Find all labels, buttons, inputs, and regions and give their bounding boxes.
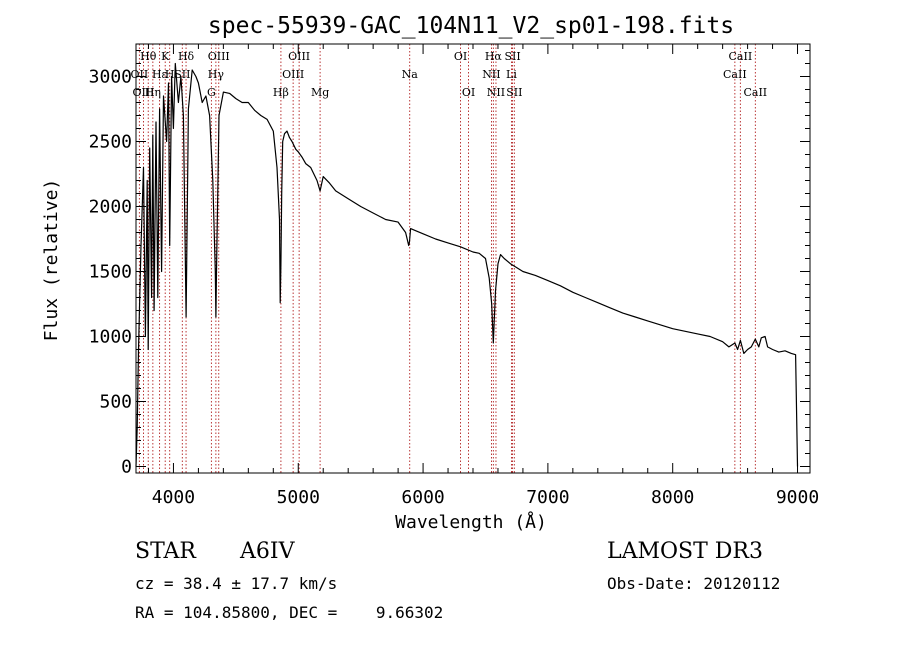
line-marker-label: Hα [485, 50, 503, 63]
line-marker-label: SII [174, 68, 190, 81]
y-tick-label: 1000 [89, 327, 132, 348]
line-marker-label: SII [506, 86, 522, 99]
x-tick-label: 9000 [776, 487, 819, 508]
line-marker-label: Hγ [208, 68, 225, 81]
survey-name: LAMOST DR3 [607, 539, 763, 564]
line-marker-label: CaII [729, 50, 753, 63]
x-tick-label: 6000 [401, 487, 444, 508]
line-marker-label: OI [462, 86, 475, 99]
y-tick-label: 500 [99, 392, 132, 413]
y-axis-label: Flux (relative) [41, 179, 62, 342]
line-marker-label: OI [454, 50, 467, 63]
line-marker-label: Hθ [140, 50, 157, 63]
line-markers [138, 44, 756, 473]
redshift-cz: cz = 38.4 ± 17.7 km/s [135, 574, 338, 593]
line-marker-label: SII [504, 50, 520, 63]
line-marker-label: Hη [145, 86, 161, 99]
line-marker-label: Hε [152, 68, 168, 81]
line-marker-label: Na [402, 68, 419, 81]
object-class: STAR [135, 539, 196, 564]
y-tick-label: 0 [121, 457, 132, 478]
line-marker-label: OIII [288, 50, 310, 63]
line-marker-label: Mg [311, 86, 329, 99]
x-tick-label: 5000 [277, 487, 320, 508]
line-marker-label: NII [487, 86, 505, 99]
chart-title: spec-55939-GAC_104N11_V2_sp01-198.fits [208, 13, 734, 39]
observation-date: Obs-Date: 20120112 [607, 574, 781, 593]
line-marker-label: CaII [723, 68, 747, 81]
y-tick-label: 1500 [89, 262, 132, 283]
y-tick-label: 2000 [89, 197, 132, 218]
object-subclass: A6IV [240, 539, 295, 564]
line-marker-label: Li [506, 68, 517, 81]
x-tick-label: 4000 [152, 487, 195, 508]
spectrum-line [135, 62, 799, 467]
line-marker-label: Hδ [178, 50, 195, 63]
x-axis-label: Wavelength (Å) [395, 511, 547, 533]
axis-ticks [136, 44, 810, 473]
line-marker-label: OII [131, 68, 149, 81]
y-tick-label: 3000 [89, 67, 132, 88]
line-marker-label: H [165, 68, 175, 81]
line-marker-label: OIII [208, 50, 230, 63]
line-marker-label: Hβ [273, 86, 289, 99]
line-marker-label: OIII [282, 68, 304, 81]
x-tick-label: 7000 [526, 487, 569, 508]
ra-dec: RA = 104.85800, DEC = 9.66302 [135, 603, 444, 622]
axis-tick-labels: 4000 5000 6000 7000 8000 9000 0 500 1000 1500 2000… [89, 67, 820, 509]
plot-frame [135, 43, 811, 474]
line-marker-label: G [207, 86, 216, 99]
y-tick-label: 2500 [89, 132, 132, 153]
line-marker-label: NII [482, 68, 500, 81]
line-marker-label: CaII [743, 86, 767, 99]
line-marker-label: K [161, 50, 170, 63]
x-tick-label: 8000 [651, 487, 694, 508]
